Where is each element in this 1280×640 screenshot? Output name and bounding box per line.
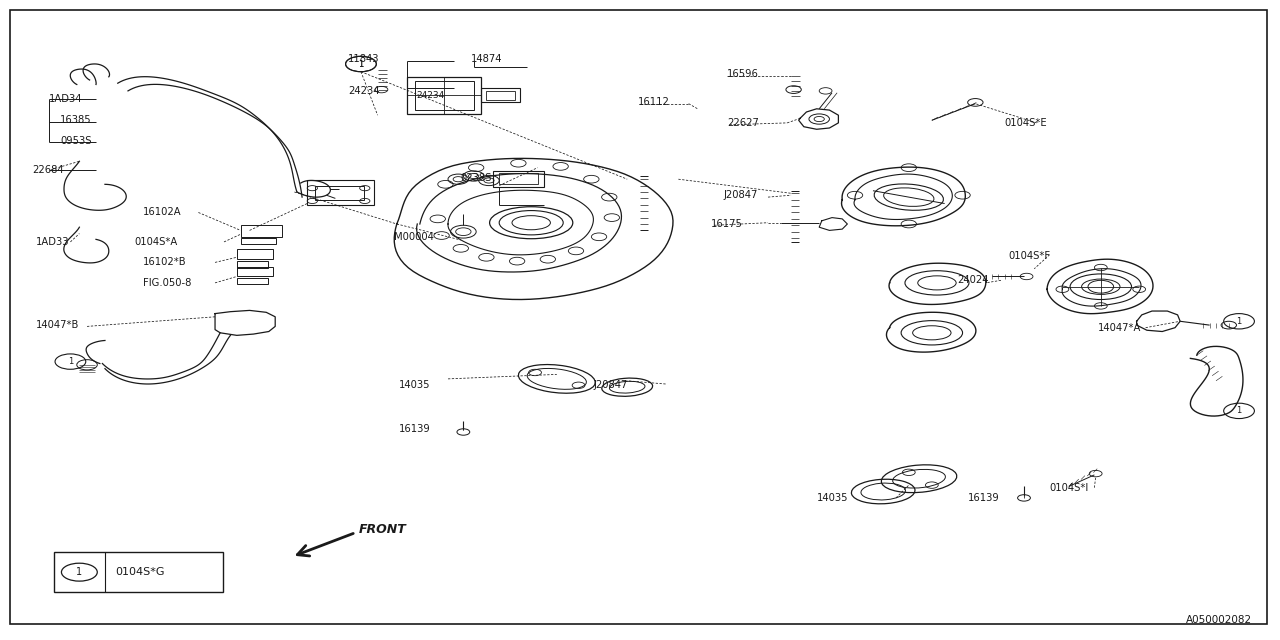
Text: 16139: 16139: [968, 493, 1000, 503]
Text: 1: 1: [77, 567, 82, 577]
Text: 16175: 16175: [710, 219, 742, 229]
Text: J20847: J20847: [594, 380, 628, 390]
Text: 1: 1: [358, 60, 364, 68]
Text: 0104S*I: 0104S*I: [1050, 483, 1089, 493]
Text: A050002082: A050002082: [1185, 614, 1252, 625]
Text: 1AD34: 1AD34: [49, 94, 82, 104]
Text: 1: 1: [1236, 406, 1242, 415]
Text: 14874: 14874: [471, 54, 503, 64]
Text: 16596: 16596: [727, 68, 759, 79]
Text: 16102*B: 16102*B: [143, 257, 187, 268]
Text: 14047*B: 14047*B: [36, 320, 79, 330]
Text: 1AD33: 1AD33: [36, 237, 69, 247]
Text: FIG.050-8: FIG.050-8: [143, 278, 192, 288]
Text: J20847: J20847: [723, 190, 758, 200]
Text: 0104S*A: 0104S*A: [134, 237, 178, 247]
Text: 22684: 22684: [32, 164, 64, 175]
Text: 0104S*F: 0104S*F: [1009, 251, 1051, 261]
Text: 16139: 16139: [399, 424, 431, 434]
Text: 16102A: 16102A: [143, 207, 182, 218]
Text: 11843: 11843: [348, 54, 380, 64]
Text: 14035: 14035: [817, 493, 849, 503]
Text: 1: 1: [68, 357, 73, 366]
Text: 1: 1: [358, 60, 364, 68]
Text: 1: 1: [1236, 317, 1242, 326]
Text: 16112: 16112: [637, 97, 669, 108]
Text: 24024: 24024: [957, 275, 989, 285]
Text: 14047*A: 14047*A: [1098, 323, 1142, 333]
Text: M00004: M00004: [394, 232, 434, 242]
Text: 0104S*E: 0104S*E: [1005, 118, 1047, 128]
Text: 0953S: 0953S: [60, 136, 92, 147]
Text: 0104S*G: 0104S*G: [115, 567, 165, 577]
Text: 22627: 22627: [727, 118, 759, 128]
Text: FRONT: FRONT: [358, 524, 406, 536]
Text: 0238S: 0238S: [461, 173, 493, 183]
Text: 14035: 14035: [399, 380, 431, 390]
Text: 24234: 24234: [416, 91, 444, 100]
Text: 16385: 16385: [60, 115, 92, 125]
Text: 24234: 24234: [348, 86, 380, 96]
